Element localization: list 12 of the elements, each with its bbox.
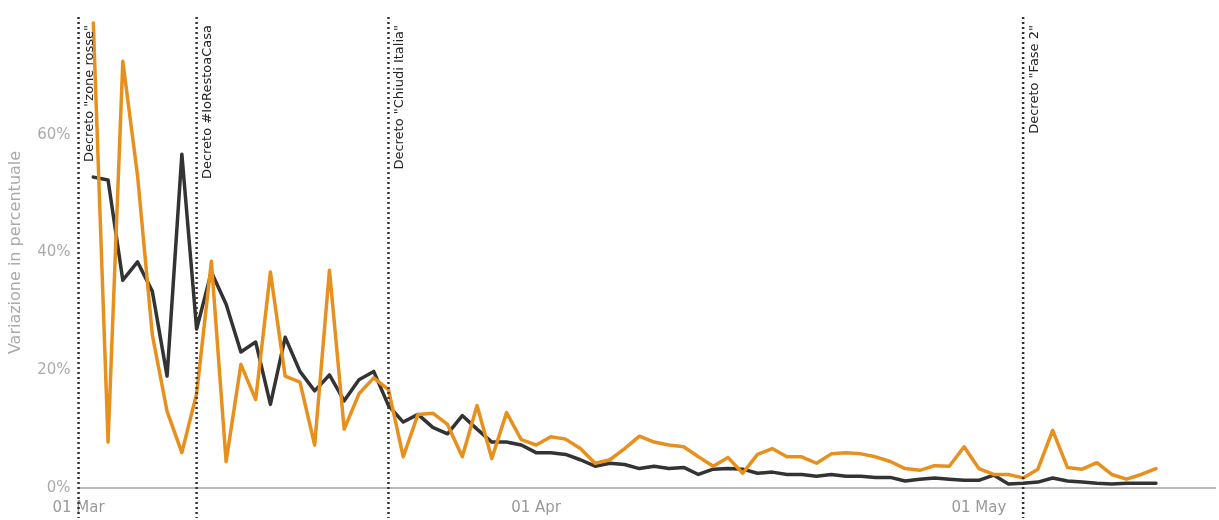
ref-line-label: Decreto "zone rosse"	[81, 25, 97, 163]
y-tick-label: 40%	[37, 242, 71, 261]
y-tick-label: 0%	[46, 477, 71, 496]
y-axis-title: Variazione in percentuale	[4, 150, 24, 355]
ref-line-label: Decreto "Chiudi Italia"	[391, 25, 407, 170]
x-tick-label: 01 Apr	[511, 497, 562, 516]
x-tick-label: 01 Mar	[52, 497, 106, 516]
y-tick-label: 60%	[37, 124, 71, 143]
ref-line-label: Decreto #IoRestoaCasa	[199, 25, 215, 180]
ref-line-label: Decreto "Fase 2"	[1026, 25, 1042, 134]
x-tick-label: 01 May	[951, 497, 1007, 516]
y-tick-label: 20%	[37, 360, 71, 379]
